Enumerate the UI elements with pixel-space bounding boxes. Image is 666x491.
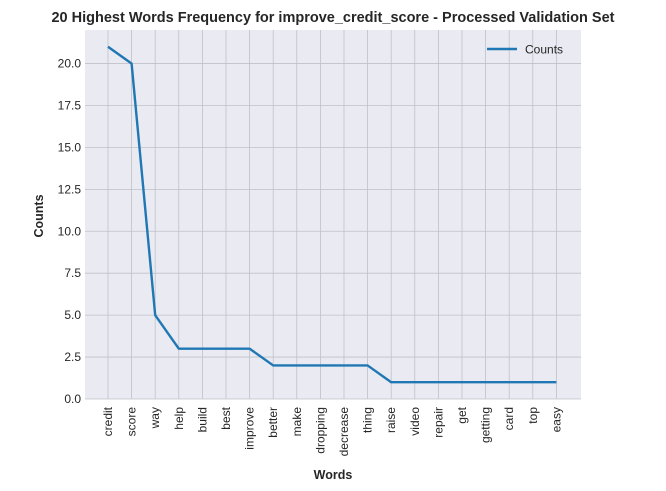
y-tick-label: 5.0 [64, 308, 81, 322]
x-axis-label: Words [314, 468, 353, 482]
x-tick-label-easy: easy [549, 407, 563, 432]
series-line-counts [107, 45, 557, 384]
x-tick-label-credit: credit [101, 406, 115, 436]
x-tick-label-thing: thing [361, 407, 375, 433]
x-tick-label-get: get [455, 406, 469, 423]
x-tick-label-better: better [266, 407, 280, 438]
y-tick-label: 20.0 [58, 57, 82, 71]
x-tick-labels: credit score way help build best improve better… [101, 406, 563, 456]
y-tick-label: 10.0 [58, 224, 82, 238]
y-tick-label: 17.5 [58, 98, 82, 112]
x-tick-label-card: card [502, 407, 516, 430]
x-tick-label-score: score [125, 407, 139, 437]
x-tick-label-way: way [148, 407, 162, 429]
x-tick-label-raise: raise [384, 407, 398, 433]
x-tick-label-build: build [195, 407, 209, 432]
y-axis-label: Counts [32, 194, 46, 237]
chart-title: 20 Highest Words Frequency for improve_c… [51, 10, 614, 26]
x-tick-label-make: make [290, 407, 304, 437]
legend-label-counts: Counts [525, 43, 563, 57]
y-tick-label: 7.5 [64, 266, 81, 280]
x-tick-label-best: best [219, 406, 233, 429]
x-tick-label-video: video [408, 407, 422, 436]
plot-area [85, 30, 581, 399]
grid-lines [85, 30, 581, 400]
series-layer [107, 45, 557, 384]
x-tick-label-dropping: dropping [313, 407, 327, 454]
legend: Counts [487, 43, 563, 57]
x-tick-label-top: top [526, 407, 540, 424]
y-tick-labels: 0.0 2.5 5.0 7.5 10.0 12.5 15.0 17.5 20.0 [58, 57, 82, 406]
x-tick-label-help: help [172, 407, 186, 430]
y-tick-label: 0.0 [64, 392, 81, 406]
x-tick-label-decrease: decrease [337, 407, 351, 457]
y-tick-label: 12.5 [58, 182, 82, 196]
x-tick-label-getting: getting [479, 407, 493, 443]
y-tick-label: 2.5 [64, 350, 81, 364]
x-tick-label-improve: improve [243, 407, 257, 450]
x-tick-label-repair: repair [431, 407, 445, 438]
y-tick-label: 15.0 [58, 140, 82, 154]
